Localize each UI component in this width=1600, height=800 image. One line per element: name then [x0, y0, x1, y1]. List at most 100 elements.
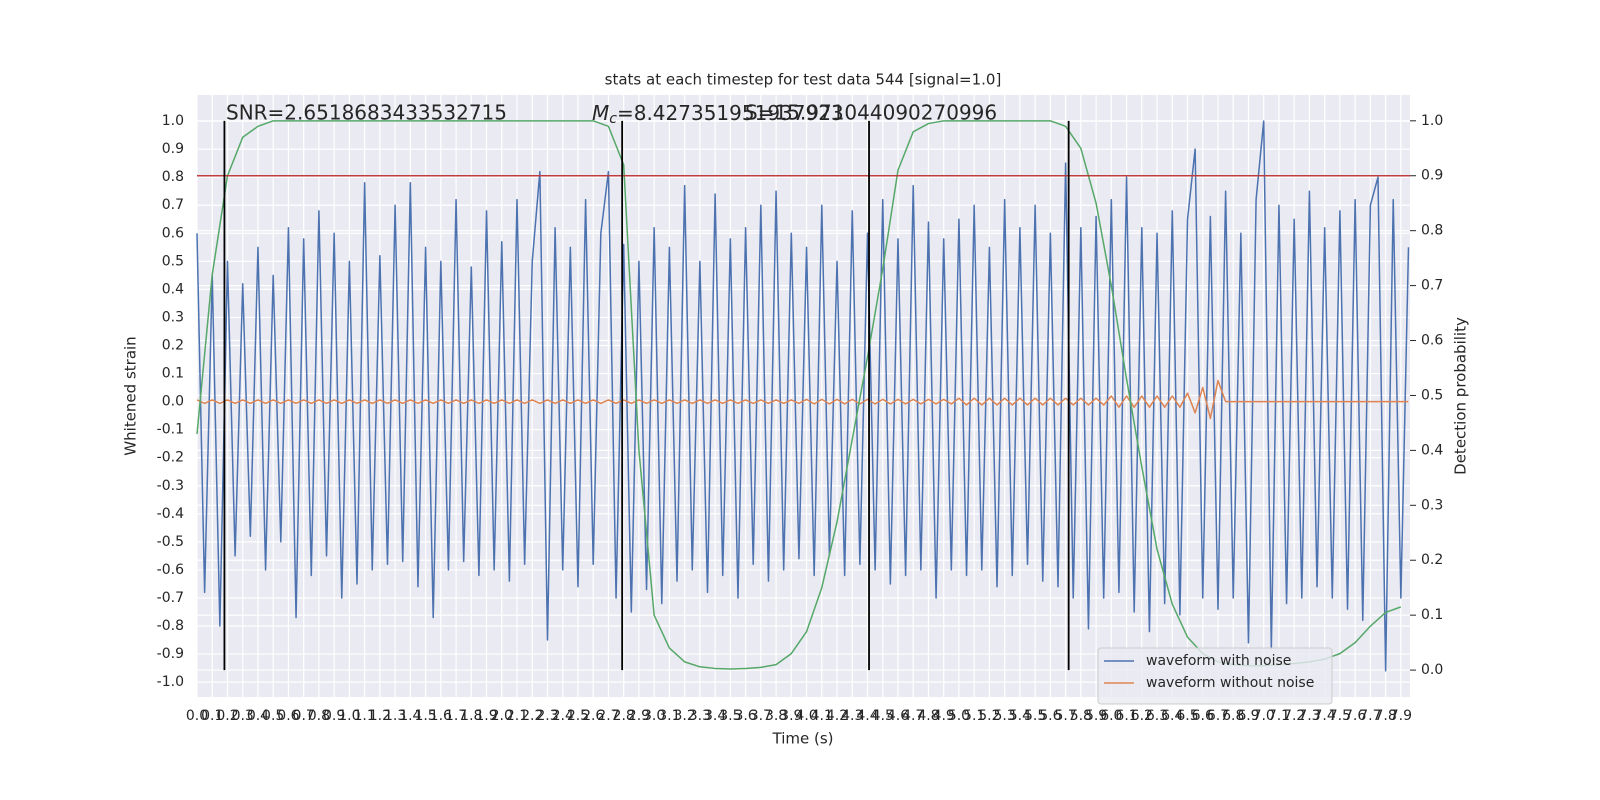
x-tick-label: 3.6: [734, 708, 756, 724]
legend-label: waveform without noise: [1146, 675, 1314, 691]
x-tick-label: 5.0: [948, 708, 970, 724]
x-tick-label: 7.4: [1314, 708, 1336, 724]
y2-tick-label: 0.4: [1421, 442, 1443, 458]
y-tick-label: -0.5: [157, 534, 184, 550]
x-tick-label: 1.3: [384, 708, 406, 724]
legend-label: waveform with noise: [1146, 653, 1291, 669]
x-tick-label: 0.1: [201, 708, 223, 724]
x-tick-label: 0.7: [293, 708, 315, 724]
x-tick-label: 6.4: [1161, 708, 1183, 724]
y-tick-label: 0.2: [162, 338, 184, 354]
x-tick-label: 1.4: [399, 708, 421, 724]
x-tick-label: 1.0: [338, 708, 360, 724]
y2-tick-label: 0.7: [1421, 278, 1443, 294]
x-tick-label: 4.3: [841, 708, 863, 724]
x-tick-label: 5.9: [1085, 708, 1107, 724]
y-tick-label: 1.0: [162, 113, 184, 129]
y2-tick-label: 0.3: [1421, 497, 1443, 513]
annotation-subscript: c: [609, 111, 617, 127]
y2-axis-label: Detection probability: [1452, 317, 1470, 475]
y2-tick-label: 0.9: [1421, 168, 1443, 184]
x-tick-label: 6.8: [1222, 708, 1244, 724]
y-tick-label: 0.8: [162, 169, 184, 185]
x-tick-label: 2.9: [628, 708, 650, 724]
y-tick-label: -0.9: [157, 646, 184, 662]
x-tick-label: 7.0: [1253, 708, 1275, 724]
x-tick-label: 5.3: [994, 708, 1016, 724]
x-tick-label: 7.2: [1283, 708, 1305, 724]
x-tick-label: 3.3: [689, 708, 711, 724]
y2-tick-label: 0.6: [1421, 333, 1443, 349]
annotation: SNR=2.6518683433532715: [226, 101, 507, 125]
x-tick-label: 6.5: [1176, 708, 1198, 724]
y-tick-label: 0.5: [162, 253, 184, 269]
x-tick-label: 2.5: [567, 708, 589, 724]
x-tick-label: 7.3: [1298, 708, 1320, 724]
x-tick-label: 4.9: [933, 708, 955, 724]
x-tick-label: 0.4: [247, 708, 269, 724]
x-tick-label: 6.0: [1100, 708, 1122, 724]
x-tick-label: 1.1: [353, 708, 375, 724]
y-tick-label: -0.1: [157, 422, 184, 438]
x-tick-label: 6.7: [1207, 708, 1229, 724]
x-tick-label: 7.7: [1359, 708, 1381, 724]
x-tick-label: 0.6: [277, 708, 299, 724]
x-tick-label: 0.9: [323, 708, 345, 724]
x-tick-label: 1.2: [369, 708, 391, 724]
x-tick-label: 6.1: [1115, 708, 1137, 724]
x-tick-label: 7.1: [1268, 708, 1290, 724]
y-tick-label: 0.6: [162, 225, 184, 241]
chart-title: stats at each timestep for test data 544…: [605, 71, 1002, 89]
x-tick-label: 0.5: [262, 708, 284, 724]
x-axis-label: Time (s): [772, 730, 834, 748]
x-tick-label: 0.8: [308, 708, 330, 724]
y2-tick-label: 0.2: [1421, 552, 1443, 568]
annotation: Mc=8.427351951937923: [592, 101, 844, 128]
x-tick-label: 3.0: [643, 708, 665, 724]
y-axis-label: Whitened strain: [122, 336, 140, 455]
x-tick-label: 7.6: [1344, 708, 1366, 724]
y-tick-label: 0.7: [162, 197, 184, 213]
x-tick-label: 1.5: [414, 708, 436, 724]
x-tick-label: 3.2: [674, 708, 696, 724]
x-tick-label: 6.6: [1192, 708, 1214, 724]
y-tick-label: -1.0: [157, 674, 184, 690]
x-tick-label: 4.2: [826, 708, 848, 724]
y2-tick-label: 0.5: [1421, 387, 1443, 403]
x-tick-label: 6.2: [1131, 708, 1153, 724]
y2-tick-label: 0.8: [1421, 223, 1443, 239]
ticks: 0.00.10.20.30.40.50.60.70.80.91.01.11.21…: [157, 113, 1444, 724]
annotation: S=15.971044090270996: [745, 101, 997, 125]
y-tick-label: 0.4: [162, 281, 184, 297]
y-tick-label: -0.2: [157, 450, 184, 466]
y-tick-label: 0.0: [162, 394, 184, 410]
x-tick-label: 3.1: [658, 708, 680, 724]
x-tick-label: 2.2: [521, 708, 543, 724]
x-tick-label: 2.0: [491, 708, 513, 724]
x-tick-label: 1.7: [445, 708, 467, 724]
x-tick-label: 4.8: [917, 708, 939, 724]
x-tick-label: 5.1: [963, 708, 985, 724]
x-tick-label: 1.9: [475, 708, 497, 724]
y-tick-label: 0.3: [162, 309, 184, 325]
series-line: [196, 379, 1409, 420]
y-tick-label: -0.7: [157, 590, 184, 606]
x-tick-label: 7.5: [1329, 708, 1351, 724]
y2-tick-label: 1.0: [1421, 113, 1443, 129]
y-tick-label: -0.6: [157, 562, 184, 578]
x-tick-label: 4.7: [902, 708, 924, 724]
x-tick-label: 3.8: [765, 708, 787, 724]
x-tick-label: 0.0: [186, 708, 208, 724]
x-tick-label: 7.8: [1374, 708, 1396, 724]
x-tick-label: 3.5: [719, 708, 741, 724]
legend-box: [1097, 647, 1333, 705]
y2-tick-label: 0.1: [1421, 607, 1443, 623]
x-tick-label: 3.4: [704, 708, 726, 724]
y-tick-label: -0.4: [157, 506, 184, 522]
x-tick-label: 1.6: [430, 708, 452, 724]
x-tick-label: 5.7: [1054, 708, 1076, 724]
y-tick-label: 0.9: [162, 141, 184, 157]
x-tick-label: 0.2: [216, 708, 238, 724]
annotation-text: =8.427351951937923: [617, 101, 844, 125]
